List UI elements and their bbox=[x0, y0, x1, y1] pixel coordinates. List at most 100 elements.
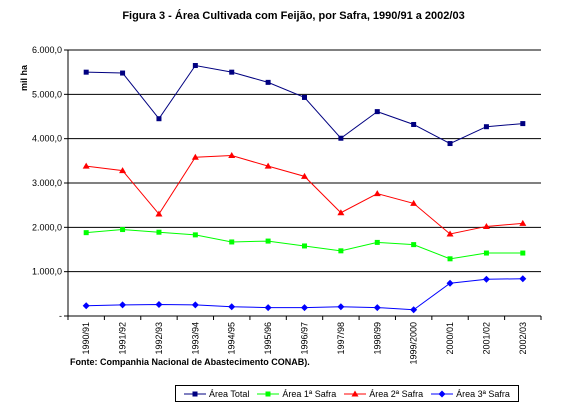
x-tick-label: 1993/94 bbox=[190, 322, 200, 355]
series-line bbox=[86, 155, 523, 235]
data-point bbox=[229, 239, 235, 245]
data-point bbox=[192, 232, 198, 238]
y-tick-label: - bbox=[59, 311, 62, 321]
data-point bbox=[520, 121, 526, 127]
legend-swatch bbox=[184, 391, 206, 396]
legend: Área Total Área 1ª Safra Área 2ª Safra Área… bbox=[175, 385, 519, 402]
data-point bbox=[482, 275, 490, 283]
x-tick-label: 1995/96 bbox=[263, 322, 273, 355]
gridlines bbox=[68, 49, 541, 273]
y-tick-label: 4.000,0 bbox=[32, 134, 62, 144]
data-point bbox=[156, 229, 162, 235]
x-tick-label: 2000/01 bbox=[445, 322, 455, 355]
data-point bbox=[228, 303, 236, 311]
data-point bbox=[374, 109, 380, 115]
legend-item-4: Área 3ª Safra bbox=[431, 389, 510, 399]
data-point bbox=[264, 304, 272, 312]
legend-item-2: Área 1ª Safra bbox=[257, 389, 336, 399]
data-point bbox=[519, 275, 527, 283]
data-point bbox=[155, 210, 163, 217]
x-tick-label: 1990/91 bbox=[81, 322, 91, 355]
legend-label: Área 2ª Safra bbox=[369, 388, 424, 399]
y-tick-label: 6.000,0 bbox=[32, 45, 62, 55]
data-point bbox=[338, 135, 344, 141]
data-point bbox=[155, 300, 163, 308]
data-point bbox=[229, 69, 235, 75]
data-point bbox=[120, 227, 126, 233]
data-point bbox=[82, 302, 90, 310]
data-point bbox=[119, 167, 127, 174]
chart-title: Figura 3 - Área Cultivada com Feijão, po… bbox=[122, 10, 465, 22]
data-point bbox=[119, 301, 127, 309]
data-point bbox=[447, 141, 453, 147]
data-point bbox=[191, 301, 199, 309]
legend-item-1: Área Total bbox=[184, 389, 249, 399]
x-tick-label: 1998/99 bbox=[372, 322, 382, 355]
data-point bbox=[447, 256, 453, 262]
data-point bbox=[374, 239, 380, 245]
series-line bbox=[86, 64, 523, 145]
data-point bbox=[82, 162, 90, 169]
data-point bbox=[301, 172, 308, 179]
legend-swatch bbox=[431, 390, 454, 397]
legend-marker bbox=[192, 391, 198, 396]
data-point bbox=[411, 121, 417, 127]
y-tick-labels: - 1.000,0 2.000,0 3.000,0 4.000,0 5.000,0 6.00… bbox=[32, 45, 62, 321]
legend-swatch bbox=[257, 391, 280, 396]
data-point bbox=[337, 209, 345, 216]
legend-marker bbox=[265, 391, 271, 396]
x-tick-label: 1992/93 bbox=[154, 322, 164, 355]
legend-label: Área Total bbox=[209, 388, 250, 399]
data-point bbox=[411, 242, 417, 248]
legend-marker bbox=[351, 390, 359, 396]
legend-label: Área 3ª Safra bbox=[456, 388, 510, 399]
legend-swatch bbox=[344, 390, 367, 396]
x-tick-label: 2002/03 bbox=[518, 322, 528, 355]
series-3 bbox=[82, 152, 527, 237]
data-point bbox=[373, 190, 381, 197]
data-point bbox=[410, 306, 418, 314]
data-point bbox=[120, 70, 126, 76]
data-point bbox=[337, 303, 345, 311]
data-point bbox=[483, 250, 489, 256]
data-point bbox=[519, 219, 527, 226]
data-point bbox=[156, 116, 162, 122]
series-group bbox=[82, 63, 527, 314]
data-point bbox=[446, 230, 454, 237]
x-tick-label: 1996/97 bbox=[300, 322, 310, 355]
x-tick-label: 1991/92 bbox=[118, 322, 128, 355]
series-1 bbox=[83, 63, 526, 147]
data-point bbox=[192, 63, 198, 69]
series-2 bbox=[83, 227, 526, 262]
x-tick-labels: 1990/91 1991/92 1992/93 1993/94 1994/95 1995/… bbox=[81, 322, 528, 365]
data-point bbox=[265, 238, 271, 244]
legend-marker bbox=[438, 390, 446, 397]
source-note: Fonte: Companhia Nacional de Abastecimen… bbox=[70, 357, 310, 367]
y-tick-label: 3.000,0 bbox=[32, 178, 62, 188]
legend-item-3: Área 2ª Safra bbox=[344, 389, 423, 399]
data-point bbox=[264, 162, 272, 169]
y-tick-label: 5.000,0 bbox=[32, 89, 62, 99]
data-point bbox=[302, 243, 307, 249]
data-point bbox=[373, 304, 381, 312]
series-4 bbox=[82, 275, 527, 314]
data-point bbox=[338, 248, 344, 254]
data-point bbox=[302, 94, 307, 100]
data-point bbox=[520, 250, 526, 256]
data-point bbox=[301, 304, 308, 312]
y-tick-label: 2.000,0 bbox=[32, 222, 62, 232]
data-point bbox=[83, 230, 89, 236]
data-point bbox=[483, 124, 489, 130]
data-point bbox=[228, 152, 236, 159]
data-point bbox=[191, 153, 199, 160]
x-tick-label: 1994/95 bbox=[227, 322, 237, 355]
data-point bbox=[83, 69, 89, 75]
x-tick-label: 1997/98 bbox=[336, 322, 346, 355]
x-tick-label: 1999/2000 bbox=[409, 322, 419, 365]
data-point bbox=[446, 279, 454, 287]
legend-label: Área 1ª Safra bbox=[282, 388, 337, 399]
data-point bbox=[410, 199, 418, 206]
x-tick-label: 2001/02 bbox=[481, 322, 491, 355]
axes bbox=[64, 49, 542, 320]
